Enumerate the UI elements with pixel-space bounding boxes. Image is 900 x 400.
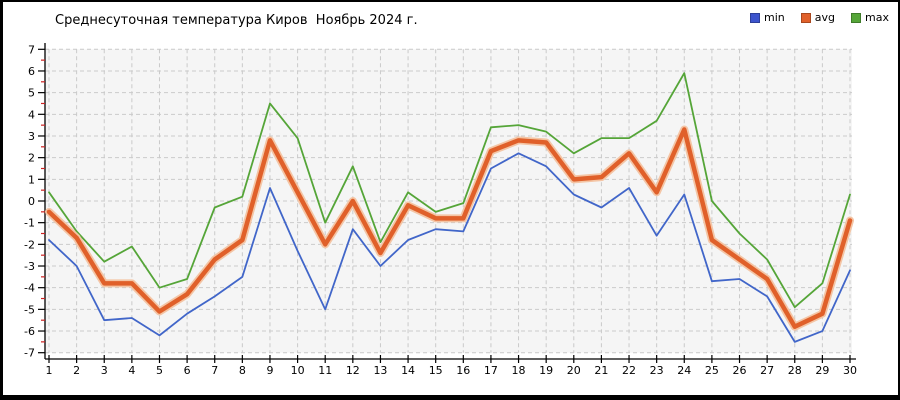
svg-text:14: 14 <box>401 364 415 377</box>
svg-text:0: 0 <box>28 195 35 208</box>
svg-text:26: 26 <box>733 364 747 377</box>
svg-text:1: 1 <box>46 364 53 377</box>
svg-text:11: 11 <box>318 364 332 377</box>
legend-swatch-max-icon <box>850 12 861 23</box>
legend-item-avg: avg <box>800 11 835 24</box>
svg-text:25: 25 <box>705 364 719 377</box>
svg-text:4: 4 <box>28 108 35 121</box>
svg-text:6: 6 <box>28 65 35 78</box>
svg-text:7: 7 <box>28 43 35 56</box>
svg-text:3: 3 <box>28 130 35 143</box>
svg-text:5: 5 <box>156 364 163 377</box>
svg-text:4: 4 <box>128 364 135 377</box>
svg-text:22: 22 <box>622 364 636 377</box>
svg-text:-1: -1 <box>24 217 35 230</box>
svg-text:10: 10 <box>291 364 305 377</box>
legend-swatch-avg-icon <box>800 12 811 23</box>
svg-text:5: 5 <box>28 87 35 100</box>
svg-text:-3: -3 <box>24 260 35 273</box>
svg-text:28: 28 <box>788 364 802 377</box>
svg-text:12: 12 <box>346 364 360 377</box>
svg-text:-4: -4 <box>24 282 35 295</box>
window-border-right <box>898 0 900 400</box>
svg-text:2: 2 <box>28 152 35 165</box>
svg-text:19: 19 <box>539 364 553 377</box>
svg-text:7: 7 <box>211 364 218 377</box>
chart-legend: min avg max <box>750 11 889 24</box>
svg-text:1: 1 <box>28 173 35 186</box>
window-border-left <box>0 0 3 400</box>
svg-text:27: 27 <box>760 364 774 377</box>
svg-text:20: 20 <box>567 364 581 377</box>
svg-text:13: 13 <box>373 364 387 377</box>
svg-text:16: 16 <box>456 364 470 377</box>
svg-text:15: 15 <box>429 364 443 377</box>
svg-text:17: 17 <box>484 364 498 377</box>
svg-text:3: 3 <box>101 364 108 377</box>
legend-item-max: max <box>850 11 889 24</box>
svg-text:-6: -6 <box>24 325 35 338</box>
legend-label-min: min <box>764 11 785 24</box>
window-border-top <box>0 0 900 2</box>
chart-title: Среднесуточная температура Киров Ноябрь … <box>55 13 418 28</box>
svg-text:8: 8 <box>239 364 246 377</box>
svg-text:-2: -2 <box>24 238 35 251</box>
svg-text:30: 30 <box>843 364 857 377</box>
legend-label-avg: avg <box>814 11 835 24</box>
svg-text:9: 9 <box>266 364 273 377</box>
svg-text:-7: -7 <box>24 347 35 360</box>
svg-text:24: 24 <box>677 364 691 377</box>
legend-swatch-min-icon <box>750 12 760 23</box>
svg-text:6: 6 <box>184 364 191 377</box>
svg-text:2: 2 <box>73 364 80 377</box>
svg-text:29: 29 <box>815 364 829 377</box>
svg-text:23: 23 <box>650 364 664 377</box>
legend-item-min: min <box>750 11 785 24</box>
svg-text:-5: -5 <box>24 303 35 316</box>
svg-text:18: 18 <box>512 364 526 377</box>
svg-text:21: 21 <box>594 364 608 377</box>
window-border-bottom <box>0 395 900 400</box>
legend-label-max: max <box>864 11 889 24</box>
